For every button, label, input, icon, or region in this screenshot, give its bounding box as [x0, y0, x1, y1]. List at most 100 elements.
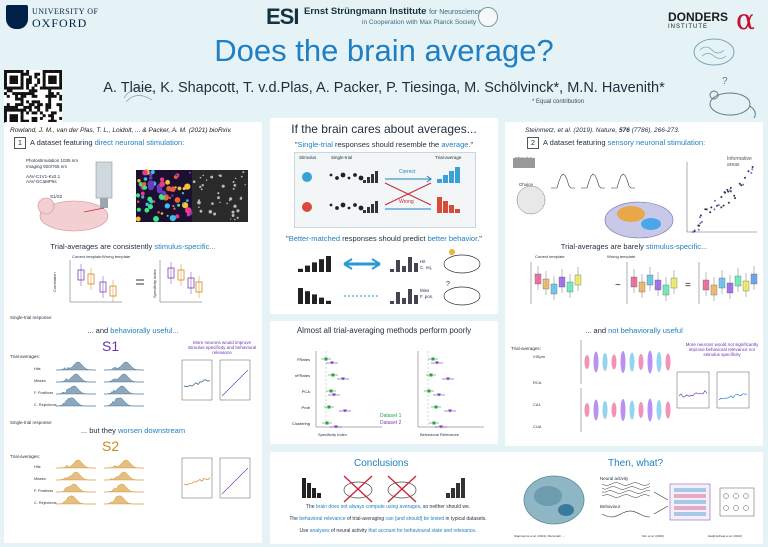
scatter-dot [751, 168, 754, 171]
qr-module [42, 114, 46, 118]
max-planck-icon [478, 7, 498, 27]
qr-module [37, 105, 41, 109]
area-cua: CUA [533, 424, 542, 429]
violin [620, 399, 626, 421]
ridge-row-label: F. Positives [34, 391, 53, 395]
qr-module [34, 72, 38, 76]
qr-module [15, 116, 19, 120]
qr-module [6, 105, 10, 109]
ridge-curve [56, 373, 96, 383]
qr-module [59, 108, 63, 112]
qr-module [15, 81, 19, 85]
qr-module [50, 119, 54, 123]
qr-module [45, 70, 49, 73]
qr-module [59, 97, 63, 101]
qr-module [48, 81, 52, 85]
dataset-1-mark [329, 389, 333, 393]
qr-module [20, 94, 24, 98]
dataset-1-mark [325, 421, 329, 425]
cell-dot [171, 194, 174, 197]
qr-module [42, 86, 46, 90]
qr-module [48, 105, 52, 109]
scatter-dot [713, 208, 716, 211]
dataset-2-mark [439, 425, 443, 429]
qr-module [26, 81, 30, 85]
qr-module [50, 116, 54, 120]
qr-module [26, 92, 30, 96]
esi-mark: ESI [266, 4, 299, 29]
box [167, 267, 175, 279]
scatter-dot [720, 196, 723, 198]
ridge-curve [56, 397, 96, 407]
ridge-curve [56, 471, 96, 481]
cell-dot [229, 197, 233, 201]
single-trial-label-1: Single-trial response: [10, 315, 53, 320]
qr-module [23, 94, 27, 98]
qr-module [9, 116, 13, 120]
qr-module [17, 97, 21, 101]
method-label: Prob [302, 405, 311, 410]
single-trial-bar [363, 210, 366, 213]
setup-s1s2: S1/S2 [50, 194, 63, 199]
right-not-useful-heading: ... and not behaviorally useful [585, 326, 683, 335]
left-ylabel-corr: Correlation [52, 272, 57, 292]
qr-code[interactable] [4, 70, 63, 129]
qr-module [20, 70, 24, 73]
donders-logo: DONDERS INSTITUTE α [668, 6, 764, 36]
cell-dot [184, 183, 191, 190]
cell-dot [135, 216, 141, 222]
scatter-dot [691, 231, 694, 233]
cell-dot [142, 185, 147, 190]
scatter-dot [751, 166, 754, 168]
left-boxplot-figure [69, 260, 203, 303]
method-label: Clustering [292, 421, 310, 426]
ridge-curve [56, 361, 96, 371]
ridge-curve [104, 361, 144, 371]
cell-dot [230, 218, 232, 220]
scatter-dot [740, 184, 743, 187]
qr-module [6, 86, 10, 90]
cell-dot [138, 182, 144, 187]
qr-module [37, 108, 41, 112]
qr-module [31, 116, 35, 120]
response-bar [319, 297, 324, 304]
qr-module [15, 119, 19, 123]
cell-dot [136, 207, 141, 212]
dataset-2-mark [332, 393, 336, 397]
experimental-setup-figure [37, 161, 248, 232]
qr-module [48, 92, 52, 96]
qr-module [12, 70, 16, 73]
x-spec-index: Specificity Index [318, 432, 347, 437]
qr-module [23, 92, 27, 96]
cell-dot [135, 193, 141, 198]
cross-out-icon [343, 475, 373, 503]
dataset-1-mark [432, 421, 436, 425]
qr-module [9, 81, 13, 85]
qr-module [20, 97, 24, 101]
qr-module [39, 103, 43, 107]
label-correct: Correct [399, 169, 416, 175]
single-trial-dot [340, 202, 346, 208]
qr-module [6, 89, 10, 93]
violin [665, 353, 671, 371]
qr-module [56, 92, 60, 96]
qr-module [50, 81, 54, 85]
qr-module [17, 70, 21, 73]
method-label: FRates [297, 357, 310, 362]
cell-dot [234, 177, 237, 180]
dataset-1-mark [434, 405, 438, 409]
qr-module [6, 94, 10, 98]
qr-module [59, 75, 63, 79]
cell-dot [141, 194, 144, 197]
qr-module [15, 97, 19, 101]
qr-module [48, 100, 52, 104]
avg-bar [408, 257, 412, 272]
qr-module [56, 70, 60, 73]
response-bar [312, 262, 317, 272]
cell-dot [231, 210, 235, 214]
qr-module [59, 72, 63, 76]
box [742, 280, 750, 292]
scatter-dot [729, 189, 732, 192]
violin [629, 400, 635, 420]
